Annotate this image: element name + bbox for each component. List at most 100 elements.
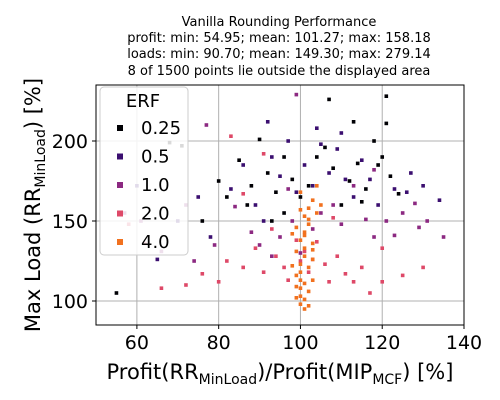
scatter-point (270, 219, 274, 223)
scatter-point (417, 225, 421, 230)
scatter-point (310, 257, 315, 262)
legend-title: ERF (126, 91, 160, 112)
scatter-point (241, 265, 245, 270)
scatter-point (351, 195, 356, 199)
x-tick-label: 120 (364, 332, 400, 354)
scatter-point (315, 126, 319, 130)
scatter-point (270, 155, 274, 159)
scatter-point (306, 289, 311, 294)
y-tick-label: 200 (52, 131, 88, 153)
scatter-point (298, 270, 303, 274)
scatter-point (392, 233, 397, 238)
scatter-point (257, 137, 262, 142)
scatter-point (319, 203, 323, 207)
scatter-point (200, 219, 205, 223)
scatter-point (302, 297, 307, 302)
y-tick-label: 150 (52, 211, 88, 233)
scatter-point (274, 254, 278, 258)
scatter-point (335, 147, 340, 151)
scatter-point (286, 278, 290, 282)
scatter-point (343, 177, 348, 182)
scatter-point (274, 190, 278, 194)
scatter-point (306, 304, 311, 308)
scatter-point (359, 200, 364, 204)
scatter-point (327, 280, 331, 284)
title-line-3: loads: min: 90.70; mean: 149.30; max: 27… (127, 47, 431, 62)
scatter-point (302, 246, 307, 250)
scatter-point (298, 259, 303, 263)
scatter-point (380, 246, 385, 250)
scatter-point (310, 184, 315, 188)
scatter-point (351, 120, 356, 124)
y-axis-ticks: 100 150 200 (52, 131, 96, 313)
legend-marker (117, 153, 123, 160)
scatter-point (229, 187, 233, 191)
scatter-point (204, 123, 209, 127)
scatter-point (302, 254, 307, 258)
legend-items: 0.25 0.5 1.0 2.0 4.0 (117, 118, 181, 253)
scatter-point (270, 227, 274, 231)
scatter-point (310, 278, 315, 282)
scatter-point (253, 246, 258, 250)
scatter-point (286, 187, 290, 191)
scatter-point (298, 278, 303, 282)
scatter-point (249, 230, 254, 234)
scatter-point (241, 163, 245, 167)
scatter-point (294, 296, 299, 300)
scatter-point (290, 264, 295, 268)
x-tick-label: 140 (446, 332, 482, 354)
x-axis-label: Profit(RRMinLoad)/Profit(MIPMCF) [%] (107, 360, 454, 388)
scatter-point (192, 259, 196, 263)
scatter-point (315, 211, 319, 215)
x-tick-label: 80 (207, 332, 231, 354)
scatter-point (302, 307, 307, 311)
scatter-point (355, 161, 360, 166)
legend-label: 1.0 (141, 175, 170, 196)
scatter-point (298, 251, 303, 255)
scatter-point (298, 208, 303, 212)
scatter-point (261, 152, 266, 156)
scatter-point (384, 94, 389, 98)
scatter-point (306, 206, 311, 210)
scatter-point (282, 155, 286, 159)
scatter-point (384, 219, 389, 223)
scatter-point (216, 179, 221, 183)
legend-marker (117, 239, 123, 245)
scatter-point (294, 190, 299, 194)
scatter-point (323, 262, 327, 266)
title-line-1: Vanilla Rounding Performance (182, 15, 377, 30)
scatter-point (290, 177, 295, 182)
scatter-point (261, 270, 266, 274)
scatter-point (294, 273, 299, 278)
scatter-point (319, 211, 323, 215)
plot-frame (95, 84, 465, 326)
legend-box (99, 86, 189, 256)
scatter-point (388, 174, 393, 178)
scatter-point (278, 174, 282, 178)
scatter-point (257, 243, 262, 247)
scatter-point (327, 97, 331, 102)
scatter-point (359, 265, 364, 270)
series-4.0 (290, 184, 323, 311)
scatter-point (400, 273, 405, 278)
scatter-point (359, 158, 364, 162)
scatter-point (306, 217, 311, 222)
x-tick-label: 100 (282, 332, 318, 354)
scatter-point (372, 235, 376, 239)
scatter-point (315, 184, 319, 188)
scatter-point (315, 155, 319, 159)
scatter-point (237, 158, 241, 162)
scatter-point (245, 203, 250, 207)
scatter-point (225, 259, 229, 263)
scatter-point (376, 163, 380, 167)
scatter-point (343, 272, 348, 276)
scatter-point (372, 139, 376, 143)
scatter-point (294, 238, 299, 242)
scatter-point (265, 120, 270, 124)
chart-title: Vanilla Rounding Performance profit: min… (127, 15, 431, 79)
scatter-point (409, 171, 413, 175)
scatter-point (261, 219, 266, 223)
scatter-point (302, 249, 307, 254)
scatter-point (306, 184, 311, 188)
scatter-point (392, 187, 397, 191)
